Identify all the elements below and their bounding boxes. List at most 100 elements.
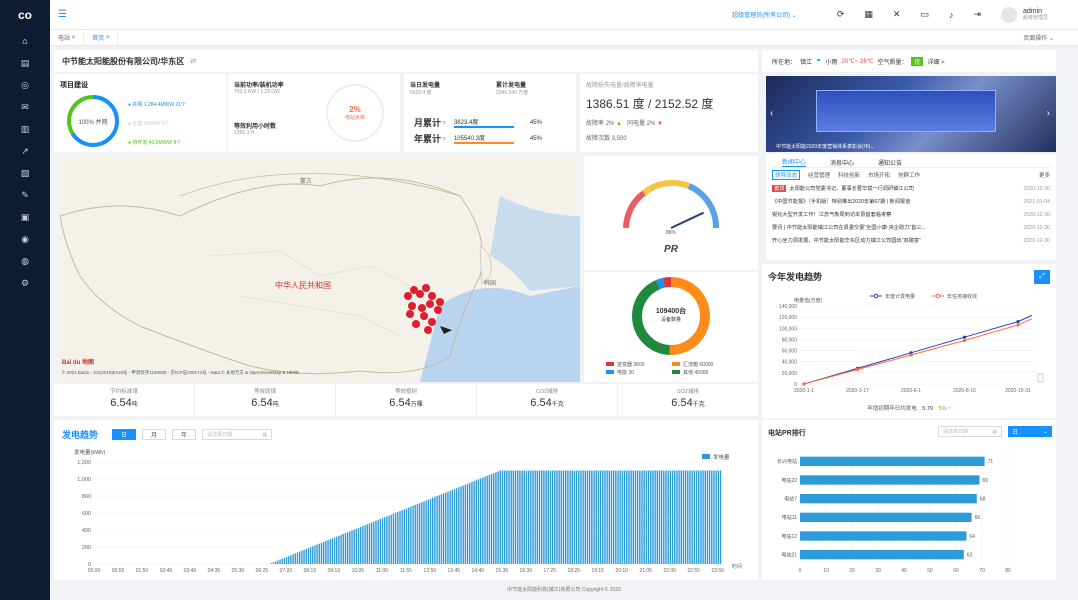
station-pin[interactable] (434, 306, 442, 314)
news-subtab-leaders[interactable]: 领导动态 (772, 170, 801, 180)
document-icon[interactable]: ▧ (20, 167, 30, 178)
target-icon[interactable]: ◎ (21, 79, 29, 90)
x-tick-label: 12:50 (424, 568, 437, 574)
news-item[interactable]: 《中国节能报》（手机版）特别推出2020年第67期 | 新闻报道 2021-01-… (772, 195, 1050, 208)
legend-swatch (702, 454, 710, 459)
news-item[interactable]: 置顶 太阳能公司党委书记、董事长曹华斌一行调研镇江公司 2020-12-30 (772, 182, 1050, 195)
refresh-icon[interactable]: ⟳ (836, 9, 845, 19)
logout-icon[interactable]: ⇥ (973, 9, 981, 19)
weather-detail-link[interactable]: 详细 > (927, 59, 945, 66)
station-pins[interactable] (404, 284, 452, 334)
news-item[interactable]: 要讯 | 中节能太阳能镇江公司在县委交委“全国小康·央企助力”首三... 2020… (772, 221, 1050, 234)
map-panel[interactable]: 蒙古 中华人民共和国 韩国 Bai du 地图 © 2021 Baidu - G… (60, 156, 580, 382)
bar (318, 543, 320, 564)
load-label: 电站负荷 (344, 115, 365, 121)
tab-station[interactable]: 电站 × (50, 30, 85, 45)
station-pin[interactable] (426, 300, 434, 308)
station-pin[interactable] (420, 312, 428, 320)
company-select[interactable]: 超级管理员(所有公司) ⌄ (732, 13, 797, 19)
inbox-icon[interactable]: ▣ (20, 211, 30, 222)
tab-home[interactable]: 首页 × (84, 30, 119, 45)
project-item-pending: ● 待开发 43.6MWW 8个 (128, 140, 182, 146)
station-pin[interactable] (412, 320, 420, 328)
chart-toolbox-icon[interactable] (1037, 373, 1044, 383)
company-header: 中节能太阳能股份有限公司/华东区 ⇄ (54, 50, 758, 72)
news-subtab-innovation[interactable]: 科技创新 (838, 173, 861, 179)
news-subtab-market[interactable]: 市场开拓 (868, 173, 891, 179)
bar (621, 470, 624, 564)
bar (610, 470, 613, 564)
avatar[interactable] (1000, 6, 1017, 23)
station-pin[interactable] (424, 326, 432, 334)
station-pin[interactable] (422, 284, 430, 292)
banner-prev-icon[interactable]: ‹ (770, 108, 774, 119)
grid-view-icon[interactable]: ▦ (864, 9, 873, 19)
user-role: 超级管理员 (1022, 14, 1048, 21)
news-item[interactable]: 锐化大型开发工作！江苏气象局到访本县首套临考察 2020-12-30 (772, 208, 1050, 221)
station-pin[interactable] (428, 292, 436, 300)
device-count: 109400台 (655, 308, 687, 315)
trend-icon[interactable]: ↗ (21, 145, 29, 156)
switch-company-icon[interactable]: ⇄ (190, 58, 197, 65)
bar (554, 470, 556, 564)
station-pin[interactable] (436, 298, 444, 306)
series-point (962, 338, 967, 343)
bar (497, 471, 499, 564)
bar (303, 549, 305, 564)
station-pin[interactable] (404, 292, 412, 300)
month-icon: ≡ (443, 119, 446, 126)
grid-icon[interactable]: ▤ (20, 57, 30, 68)
pr-period-select[interactable]: 日 ⌄ (1008, 426, 1052, 437)
news-item[interactable]: 开心坐力洞发展，中节能太阳能华东区动力镇江公司圆出“双碳意” 2020-12-30 (772, 234, 1050, 247)
app-logo[interactable]: co (17, 8, 32, 22)
settings-icon[interactable]: ⚙ (20, 277, 30, 288)
expand-chart-button[interactable]: ⤢ (1034, 270, 1050, 284)
x-tick-label: 50 (927, 568, 933, 574)
period-year-button[interactable]: 年 (172, 429, 197, 440)
bar-chart-icon[interactable]: ▥ (20, 123, 30, 134)
y-tick-label: 0 (88, 562, 91, 568)
station-pin[interactable] (418, 304, 426, 312)
news-banner[interactable]: ‹ › 中节能太阳能2020年度营销体系表彰会(中)... (766, 76, 1056, 152)
monitor-icon[interactable]: ▭ (920, 9, 929, 19)
fullscreen-icon[interactable]: ✕ (892, 9, 901, 19)
stats-row: 节约标准煤 6.54吨 等效原煤 6.54吨 等效植树 6.54万棵 CO2减排 6.54千克… (54, 384, 758, 416)
news-subtab-management[interactable]: 经营管理 (808, 173, 831, 179)
menu-toggle-icon[interactable]: ☰ (58, 9, 67, 20)
period-day-button[interactable]: 日 (112, 429, 137, 440)
home-icon[interactable]: ⌂ (22, 36, 28, 46)
bar (573, 470, 576, 564)
bar (623, 470, 626, 564)
banner-next-icon[interactable]: › (1046, 108, 1050, 119)
bar (320, 542, 323, 564)
globe-icon[interactable]: ◍ (21, 255, 29, 266)
compass-icon[interactable]: ◉ (21, 233, 29, 244)
station-pin[interactable] (428, 318, 436, 326)
bar (344, 533, 347, 564)
station-pin[interactable] (406, 310, 414, 318)
gen-date-picker[interactable]: 请选择日期 ▦ (202, 429, 273, 440)
page-ops-menu[interactable]: 页面操作 ⌄ (1023, 36, 1054, 42)
station-pin[interactable] (408, 302, 416, 310)
power-title: 当前功率/装机功率 (234, 83, 284, 89)
news-more-link[interactable]: 更多 (1038, 173, 1050, 179)
news-tab-news[interactable]: 新闻中心 (782, 157, 807, 167)
pr-date-picker[interactable]: 请选择日期 ▦ (938, 426, 1002, 437)
bar (588, 470, 591, 564)
mail-icon[interactable]: ✉ (21, 101, 29, 112)
station-pin[interactable] (416, 290, 424, 298)
value-label: 68 (980, 497, 986, 503)
bar (342, 534, 344, 564)
gauge-label: PR (664, 244, 678, 255)
period-month-button[interactable]: 月 (142, 429, 167, 440)
bell-icon[interactable]: ♪ (948, 9, 954, 20)
news-subtab-party[interactable]: 党群工作 (898, 173, 921, 179)
news-tab-notices[interactable]: 通知公告 (878, 161, 903, 167)
bar (665, 470, 667, 564)
wrench-icon[interactable]: ✎ (21, 189, 29, 200)
category-label: 电站11 (782, 514, 797, 521)
bar (484, 476, 486, 564)
day-energy-label: 当日发电量 (410, 83, 441, 89)
news-tab-messages[interactable]: 消息中心 (830, 161, 855, 167)
station-pin[interactable] (410, 286, 418, 294)
